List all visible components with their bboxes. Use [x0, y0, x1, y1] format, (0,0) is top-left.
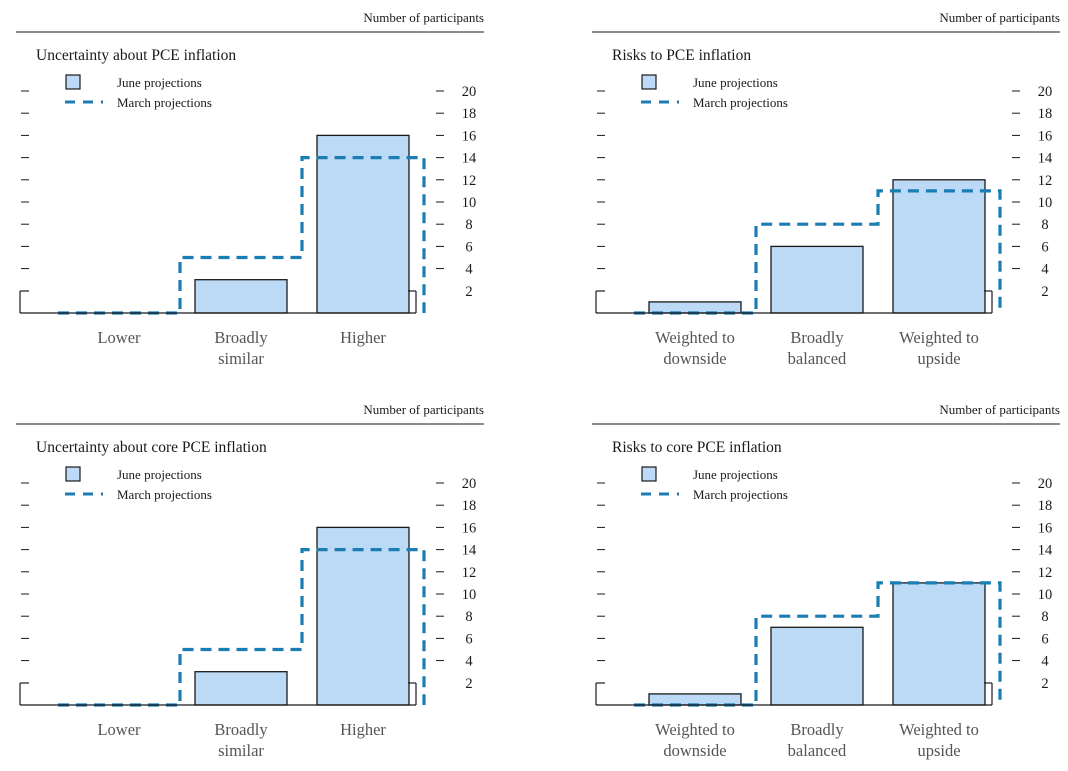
bar-2	[194, 671, 288, 706]
y-tick-label-4: 4	[465, 654, 473, 670]
legend-june-label: June projections	[693, 467, 778, 482]
category-label-1: Weighted to	[655, 328, 735, 347]
y-tick-label-10: 10	[1038, 195, 1053, 211]
y-tick-label-2: 2	[465, 676, 472, 692]
category-label-2: balanced	[788, 741, 847, 760]
chart-title: Risks to PCE inflation	[612, 47, 751, 64]
category-label-3: upside	[917, 349, 960, 368]
category-label-2: similar	[218, 349, 264, 368]
category-label-2: Broadly	[790, 328, 844, 347]
y-tick-label-12: 12	[462, 565, 477, 581]
legend-june-label: June projections	[117, 75, 202, 90]
category-label-2: Broadly	[214, 328, 268, 347]
y-tick-label-14: 14	[1038, 151, 1053, 167]
y-tick-label-8: 8	[465, 609, 472, 625]
chart-title: Uncertainty about PCE inflation	[36, 47, 236, 64]
category-label-1: downside	[663, 349, 726, 368]
y-tick-label-16: 16	[462, 128, 477, 144]
chart-title: Risks to core PCE inflation	[612, 439, 782, 456]
y-tick-label-20: 20	[462, 476, 477, 492]
bar-3	[892, 179, 986, 314]
category-label-3: upside	[917, 741, 960, 760]
y-tick-label-6: 6	[465, 631, 472, 647]
y-tick-label-2: 2	[1041, 676, 1048, 692]
legend-june-swatch	[65, 74, 81, 90]
category-label-2: balanced	[788, 349, 847, 368]
y-tick-label-16: 16	[462, 520, 477, 536]
category-label-1: Weighted to	[655, 720, 735, 739]
y-tick-label-10: 10	[462, 195, 477, 211]
category-label-1: Lower	[97, 328, 141, 347]
y-tick-label-4: 4	[465, 262, 473, 278]
y-tick-label-2: 2	[465, 284, 472, 300]
chart-title: Uncertainty about core PCE inflation	[36, 439, 267, 456]
legend-june-label: June projections	[693, 75, 778, 90]
bar-3	[316, 134, 410, 314]
y-tick-label-18: 18	[1038, 498, 1053, 514]
legend-march-label: March projections	[693, 487, 788, 502]
y-tick-label-12: 12	[1038, 565, 1053, 581]
y-tick-label-20: 20	[1038, 476, 1053, 492]
axis-caption: Number of participants	[939, 402, 1060, 417]
category-label-3: Higher	[340, 720, 386, 739]
category-label-3: Weighted to	[899, 328, 979, 347]
y-tick-label-18: 18	[1038, 106, 1053, 122]
category-label-1: Lower	[97, 720, 141, 739]
y-tick-label-8: 8	[1041, 609, 1048, 625]
bar-1	[648, 301, 742, 314]
y-tick-label-10: 10	[1038, 587, 1053, 603]
legend-march-label: March projections	[693, 95, 788, 110]
y-tick-label-12: 12	[462, 173, 477, 189]
category-label-1: downside	[663, 741, 726, 760]
y-tick-label-4: 4	[1041, 262, 1049, 278]
bar-1	[648, 693, 742, 706]
legend-june-swatch	[641, 466, 657, 482]
y-tick-label-14: 14	[462, 151, 477, 167]
y-tick-label-4: 4	[1041, 654, 1049, 670]
bar-2	[770, 245, 864, 314]
bar-2	[194, 279, 288, 314]
category-label-3: Weighted to	[899, 720, 979, 739]
y-tick-label-12: 12	[1038, 173, 1053, 189]
y-tick-label-16: 16	[1038, 128, 1053, 144]
category-label-2: Broadly	[790, 720, 844, 739]
y-tick-label-14: 14	[462, 543, 477, 559]
chart-panel-3: Number of participants Uncertainty about …	[16, 402, 484, 760]
y-tick-label-10: 10	[462, 587, 477, 603]
legend-june-label: June projections	[117, 467, 202, 482]
y-tick-label-6: 6	[1041, 239, 1048, 255]
y-tick-label-2: 2	[1041, 284, 1048, 300]
bar-2	[770, 626, 864, 706]
legend-june-swatch	[641, 74, 657, 90]
chart-panel-1: Number of participants Uncertainty about …	[16, 10, 484, 368]
category-label-2: similar	[218, 741, 264, 760]
y-tick-label-8: 8	[1041, 217, 1048, 233]
march-projections-line	[634, 581, 1002, 707]
axis-caption: Number of participants	[363, 402, 484, 417]
bar-3	[892, 582, 986, 706]
y-tick-label-18: 18	[462, 498, 477, 514]
axis-caption: Number of participants	[939, 10, 1060, 25]
y-tick-label-16: 16	[1038, 520, 1053, 536]
y-tick-label-18: 18	[462, 106, 477, 122]
legend-march-label: March projections	[117, 95, 212, 110]
y-tick-label-20: 20	[462, 84, 477, 100]
march-projections-line	[634, 189, 1002, 315]
chart-panel-2: Number of participants Risks to PCE infla…	[592, 10, 1060, 368]
y-tick-label-20: 20	[1038, 84, 1053, 100]
y-tick-label-6: 6	[465, 239, 472, 255]
category-label-3: Higher	[340, 328, 386, 347]
y-tick-label-6: 6	[1041, 631, 1048, 647]
chart-panel-4: Number of participants Risks to core PCE …	[592, 402, 1060, 760]
legend-march-label: March projections	[117, 487, 212, 502]
axis-caption: Number of participants	[363, 10, 484, 25]
legend-june-swatch	[65, 466, 81, 482]
category-label-2: Broadly	[214, 720, 268, 739]
y-tick-label-8: 8	[465, 217, 472, 233]
bar-3	[316, 526, 410, 706]
y-tick-label-14: 14	[1038, 543, 1053, 559]
